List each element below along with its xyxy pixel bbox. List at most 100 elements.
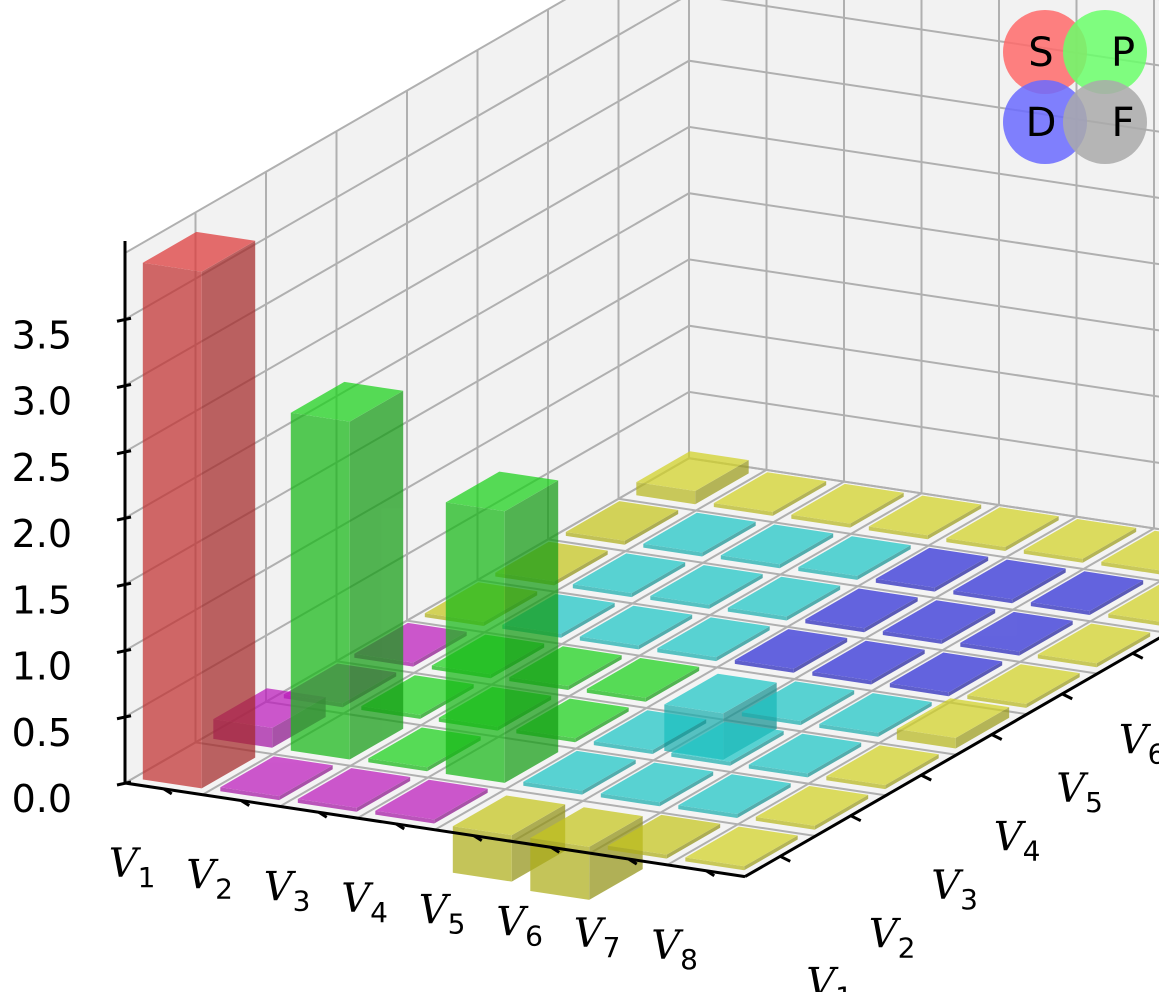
bar-r6-c3 — [671, 722, 784, 766]
bar-face-front — [1089, 580, 1144, 615]
col-axis-line — [744, 636, 1159, 878]
bar-r6-c2 — [600, 762, 714, 807]
bar-face-top — [720, 524, 834, 565]
bar-face-front — [807, 742, 862, 778]
bar-face-side — [748, 764, 808, 778]
bar-face-front — [885, 754, 939, 790]
bar-face-top — [805, 588, 918, 629]
grid-line-floor — [512, 515, 1077, 843]
grid-line-horizontal — [124, 125, 1159, 453]
bar-face-side — [643, 543, 703, 557]
bar-face-front — [434, 788, 488, 824]
row-axis-line — [124, 781, 746, 879]
bar-face-top — [868, 495, 982, 536]
orbital-legend: S P D F — [1003, 10, 1147, 164]
bar-face-side — [445, 502, 505, 783]
bar-r4-c5 — [657, 617, 770, 662]
bar-r4-c7 — [798, 536, 911, 580]
z-tick-label: 1.5 — [12, 578, 72, 622]
bar-face-side — [657, 648, 717, 662]
bar-face-top — [290, 381, 404, 422]
bar-face-top — [727, 576, 841, 617]
bar-r2-c8 — [713, 472, 827, 516]
bar-r5-c8 — [946, 507, 1059, 551]
row-tick-label: V5 — [419, 888, 466, 941]
bar-face-front — [504, 480, 559, 783]
bar-face-top — [798, 536, 911, 576]
bar-face-top — [791, 483, 904, 524]
bar-face-front — [659, 771, 714, 807]
bar-face-top — [875, 547, 989, 588]
bar-r3-c6 — [650, 565, 763, 609]
row-tick-mark — [240, 799, 251, 807]
bar-r8-c4 — [896, 698, 1010, 749]
bar-face-top — [826, 745, 939, 786]
bar-face-front — [1082, 527, 1137, 563]
bar-r2-c6 — [572, 553, 686, 598]
bar-face-side — [946, 538, 1006, 551]
bar-r8-c7 — [1108, 584, 1159, 626]
bar-r6-c6 — [882, 600, 996, 644]
bar-face-front — [702, 521, 756, 557]
bar-face-front — [349, 390, 404, 760]
bar-face-top — [819, 693, 932, 733]
bar-r3-c5 — [579, 605, 693, 650]
grid-line-horizontal — [124, 0, 1159, 254]
bar-face-side — [607, 845, 667, 859]
row-tick-label: V6 — [496, 899, 543, 952]
bar-face-top — [1101, 530, 1159, 571]
bar-face-top — [960, 611, 1073, 652]
bar-face-front — [955, 707, 1010, 749]
bar-r6-c7 — [953, 559, 1066, 604]
bar-face-front — [582, 759, 636, 795]
bar-face-top — [685, 826, 798, 867]
col-tick-label: V6 — [1119, 717, 1159, 770]
bar-face-top — [142, 231, 256, 272]
bar-r4-c2 — [445, 471, 559, 783]
bar-face-top — [607, 814, 721, 855]
bar-r4-c4 — [586, 658, 700, 702]
bar-face-side — [967, 695, 1027, 708]
bar-face-top — [734, 629, 848, 669]
row-tick-mark — [162, 787, 173, 796]
bar-face-side — [220, 787, 280, 801]
bar-face-side — [636, 482, 696, 505]
bar-face-top — [445, 471, 559, 512]
legend-label-s: S — [1028, 30, 1053, 76]
bar-face-side — [896, 729, 956, 749]
legend-label-d: D — [1026, 100, 1057, 146]
bar-r5-c6 — [805, 588, 918, 633]
bar-face-side — [142, 262, 202, 789]
bar-r4-c8 — [868, 495, 982, 540]
bar-face-side — [671, 752, 731, 766]
bar-face-top — [579, 605, 693, 646]
row-tick-label: V4 — [341, 876, 388, 929]
bar-face-front — [793, 638, 848, 673]
bar-r3-c1 — [297, 768, 411, 812]
bar-face-top — [452, 795, 566, 836]
z-tick-label: 2.5 — [12, 446, 72, 490]
bar-face-top — [565, 501, 679, 541]
bar-face-top — [953, 559, 1066, 600]
row-tick-label: V2 — [186, 853, 233, 906]
bar-face-side — [593, 741, 653, 754]
row-tick-label: V7 — [574, 911, 621, 964]
bar-face-top — [220, 756, 333, 797]
bar-face-front — [934, 556, 989, 592]
bar-face-front — [1019, 620, 1073, 656]
bar-face-front — [871, 649, 925, 685]
bar-face-front — [814, 794, 869, 830]
z-tick-mark — [116, 780, 132, 787]
bar-r7-c8 — [1101, 530, 1159, 575]
bar-face-side — [290, 412, 350, 760]
col-tick-mark — [850, 814, 862, 823]
bar-face-front — [201, 240, 256, 789]
bar-face-front — [927, 504, 982, 540]
bar-face-front — [941, 609, 996, 644]
bar-face-side — [565, 532, 625, 545]
bar-face-front — [744, 835, 798, 871]
bar-face-side — [685, 857, 745, 871]
bar-face-front — [638, 614, 693, 650]
z-tick-mark — [116, 383, 132, 389]
